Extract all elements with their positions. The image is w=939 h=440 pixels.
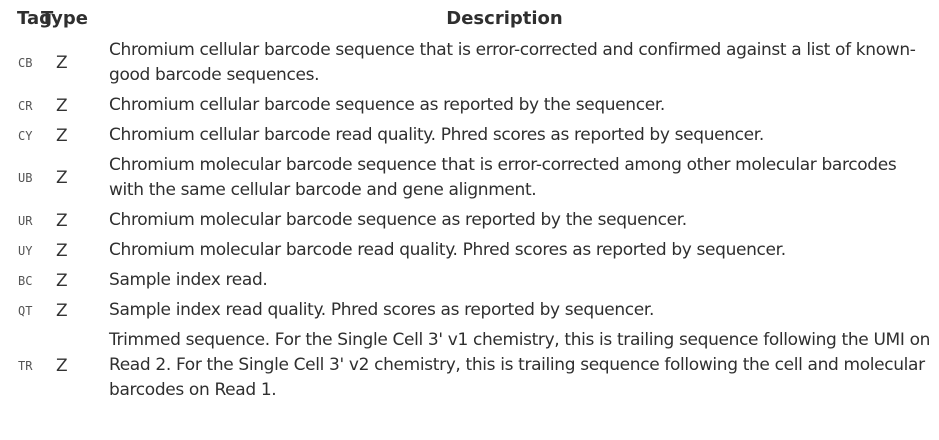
type-cell: Z bbox=[56, 168, 68, 188]
description-cell: Sample index read quality. Phred scores … bbox=[109, 300, 655, 320]
table-row: UB Z Chromium molecular barcode sequence… bbox=[0, 151, 939, 206]
type-cell: Z bbox=[56, 240, 68, 261]
tag-cell: CY bbox=[18, 128, 33, 143]
tag-cell: BC bbox=[18, 273, 33, 288]
description-cell: Chromium molecular barcode sequence that… bbox=[109, 155, 897, 200]
description-cell: Chromium molecular barcode sequence as r… bbox=[109, 210, 687, 230]
table-row: UR Z Chromium molecular barcode sequence… bbox=[0, 206, 939, 236]
table-row: CY Z Chromium cellular barcode read qual… bbox=[0, 121, 939, 151]
table-row: CB Z Chromium cellular barcode sequence … bbox=[0, 36, 939, 91]
type-cell: Z bbox=[56, 125, 68, 146]
tag-column-header: Tag bbox=[17, 8, 52, 29]
type-cell: Z bbox=[56, 53, 68, 73]
header-row: Tag Type Description bbox=[0, 0, 939, 36]
type-cell: Z bbox=[56, 300, 68, 321]
description-cell: Chromium cellular barcode sequence that … bbox=[109, 40, 916, 85]
type-cell: Z bbox=[56, 210, 68, 231]
bam-tags-table: Tag Type Description CB Z Chromium cellu… bbox=[0, 0, 939, 406]
tag-cell: UY bbox=[18, 243, 33, 258]
tag-cell: CR bbox=[18, 98, 33, 113]
table-row: BC Z Sample index read. bbox=[0, 266, 939, 296]
description-cell: Trimmed sequence. For the Single Cell 3'… bbox=[109, 330, 931, 400]
table-row: CR Z Chromium cellular barcode sequence … bbox=[0, 91, 939, 121]
description-cell: Sample index read. bbox=[109, 270, 268, 290]
description-column-header: Description bbox=[446, 8, 563, 29]
tag-cell: UB bbox=[18, 171, 33, 185]
description-cell: Chromium molecular barcode read quality.… bbox=[109, 240, 786, 260]
table-row: QT Z Sample index read quality. Phred sc… bbox=[0, 296, 939, 326]
tag-cell: QT bbox=[18, 303, 33, 318]
type-cell: Z bbox=[56, 355, 68, 376]
description-cell: Chromium cellular barcode sequence as re… bbox=[109, 95, 665, 115]
type-cell: Z bbox=[56, 270, 68, 291]
tag-cell: TR bbox=[18, 358, 33, 373]
type-column-header: Type bbox=[41, 8, 88, 29]
tag-cell: CB bbox=[18, 56, 33, 70]
table-row: TR Z Trimmed sequence. For the Single Ce… bbox=[0, 326, 939, 406]
table-row: UY Z Chromium molecular barcode read qua… bbox=[0, 236, 939, 266]
type-cell: Z bbox=[56, 95, 68, 116]
description-cell: Chromium cellular barcode read quality. … bbox=[109, 125, 764, 145]
tag-cell: UR bbox=[18, 213, 33, 228]
